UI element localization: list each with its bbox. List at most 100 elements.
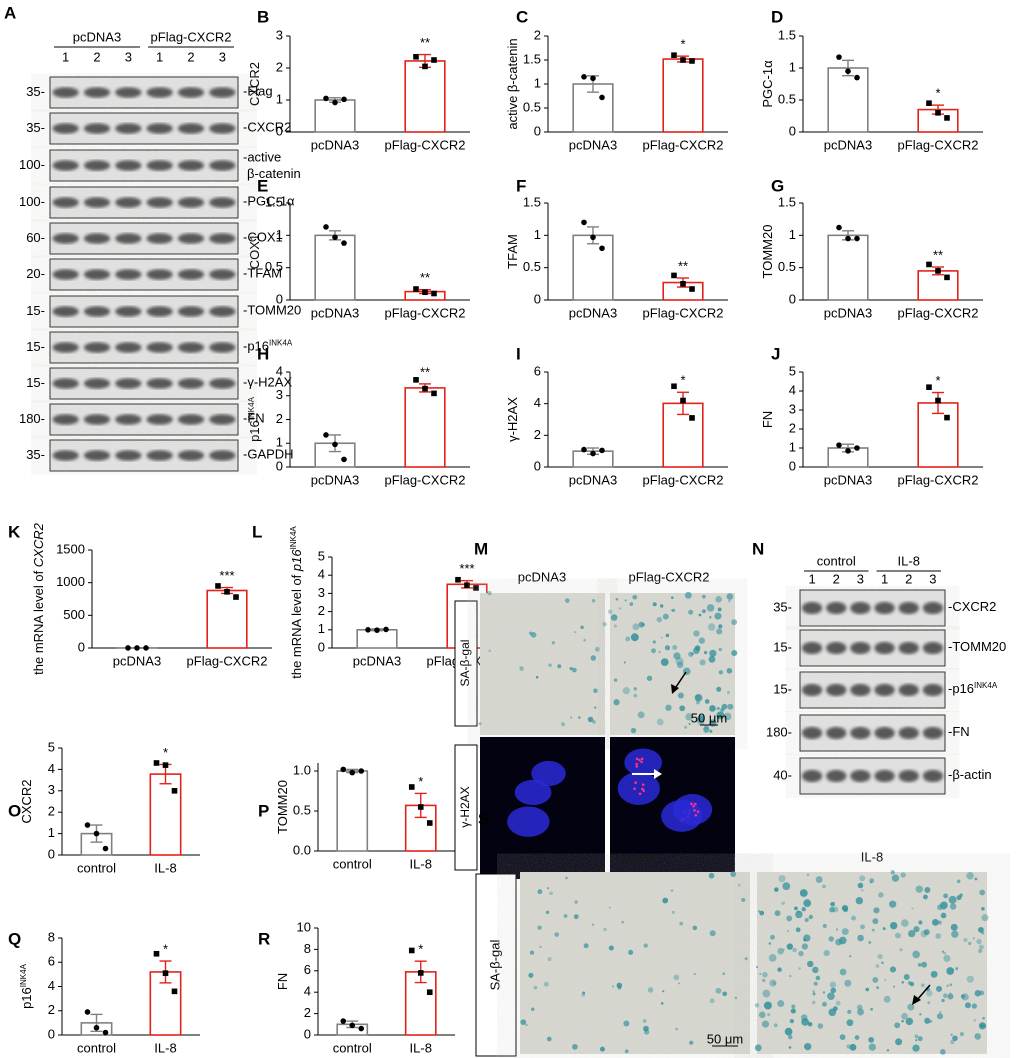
stain-spot (868, 1043, 877, 1051)
y-label-sup: INK4A (289, 526, 298, 550)
stain-spot (621, 920, 624, 924)
stain-spot (886, 1049, 890, 1052)
data-point (599, 447, 605, 454)
band (850, 726, 871, 740)
y-tick-label: 500 (63, 607, 85, 622)
y-tick-label: 3 (276, 27, 283, 42)
stain-spot (946, 967, 955, 975)
stain-spot (857, 934, 864, 942)
data-point (84, 1009, 91, 1015)
stain-spot (731, 649, 738, 657)
y-tick-label: 0.5 (523, 259, 541, 274)
stain-spot (813, 981, 818, 986)
stain-spot (662, 613, 669, 620)
stain-spot (846, 1044, 851, 1049)
band (52, 269, 79, 280)
band (177, 269, 205, 280)
stain-spot (633, 687, 638, 691)
y-tick-label: 2 (48, 804, 55, 819)
y-axis-label: TOMM20 (275, 780, 290, 834)
stain-spot (624, 1049, 629, 1054)
stain-spot (697, 718, 705, 726)
stain-spot (769, 979, 777, 987)
y-tick-label: 0.5 (265, 259, 283, 274)
stain-spot (557, 664, 562, 669)
y-tick-label: 1.5 (778, 194, 796, 209)
stain-spot (478, 722, 482, 726)
blot-grain (800, 672, 945, 708)
stain-spot (921, 983, 925, 988)
stain-spot (932, 918, 939, 926)
mw-marker: 35- (26, 120, 45, 135)
stain-spot (822, 923, 827, 928)
nucleus (507, 806, 550, 837)
panel-letter: F (516, 176, 526, 195)
stain-spot (982, 1016, 985, 1020)
stain-spot (895, 1038, 903, 1046)
foci (692, 804, 695, 808)
band (52, 414, 79, 425)
mw-marker: 15- (26, 339, 45, 354)
data-point (473, 585, 479, 591)
row-label: SA-β-gal (458, 640, 472, 687)
band-label-text: -active (243, 150, 281, 165)
stain-spot (921, 961, 928, 968)
y-tick-label: 6 (534, 363, 541, 378)
stain-spot (803, 899, 812, 907)
stain-spot (971, 1003, 977, 1009)
stain-spot (622, 686, 631, 695)
y-axis-label: the mRNA level of p16INK4A (289, 526, 305, 679)
stain-spot (591, 599, 596, 603)
significance: * (680, 373, 685, 388)
stain-spot (546, 887, 550, 890)
data-point (680, 281, 686, 287)
data-point (341, 456, 347, 463)
stain-spot (936, 985, 943, 992)
data-point (426, 820, 433, 826)
band (922, 726, 944, 740)
stain-spot (759, 910, 765, 916)
y-tick-label: 1.5 (523, 194, 541, 209)
stain-spot (865, 987, 870, 992)
stain-spot (697, 715, 705, 723)
stain-spot (946, 984, 949, 988)
data-point (845, 235, 851, 242)
data-point (944, 274, 950, 281)
stain-spot (786, 915, 793, 922)
stain-spot (673, 652, 681, 660)
stain-spot (841, 928, 849, 936)
data-point (413, 377, 419, 383)
stain-spot (762, 989, 771, 998)
data-point (349, 1022, 356, 1029)
stain-spot (665, 704, 672, 711)
band (83, 87, 111, 98)
stain-spot (537, 925, 542, 930)
band (115, 123, 142, 134)
data-point (599, 245, 605, 252)
band (801, 726, 823, 740)
stain-spot (545, 910, 550, 915)
stain-spot (950, 1039, 955, 1045)
stain-spot (918, 920, 923, 925)
significance: * (935, 86, 940, 101)
y-tick-label: 0 (789, 291, 796, 306)
panel-letter: O (8, 801, 21, 820)
stain-spot (894, 1022, 901, 1029)
data-point (581, 446, 587, 453)
stain-spot (608, 906, 611, 909)
band (52, 233, 79, 244)
x-tick-label: pcDNA3 (824, 305, 872, 320)
stain-spot (692, 925, 698, 931)
band (177, 378, 205, 389)
stain-spot (528, 631, 533, 635)
band-label-sup: INK4A (269, 338, 293, 347)
stain-spot (915, 1039, 918, 1042)
stain-spot (912, 950, 920, 959)
y-tick-label: 0 (276, 123, 283, 138)
band (826, 726, 847, 740)
stain-spot (722, 972, 726, 976)
data-point (836, 442, 842, 448)
stain-spot (950, 923, 958, 931)
y-tick-label: 4 (48, 761, 55, 776)
y-label-text: TFAM (505, 234, 520, 269)
